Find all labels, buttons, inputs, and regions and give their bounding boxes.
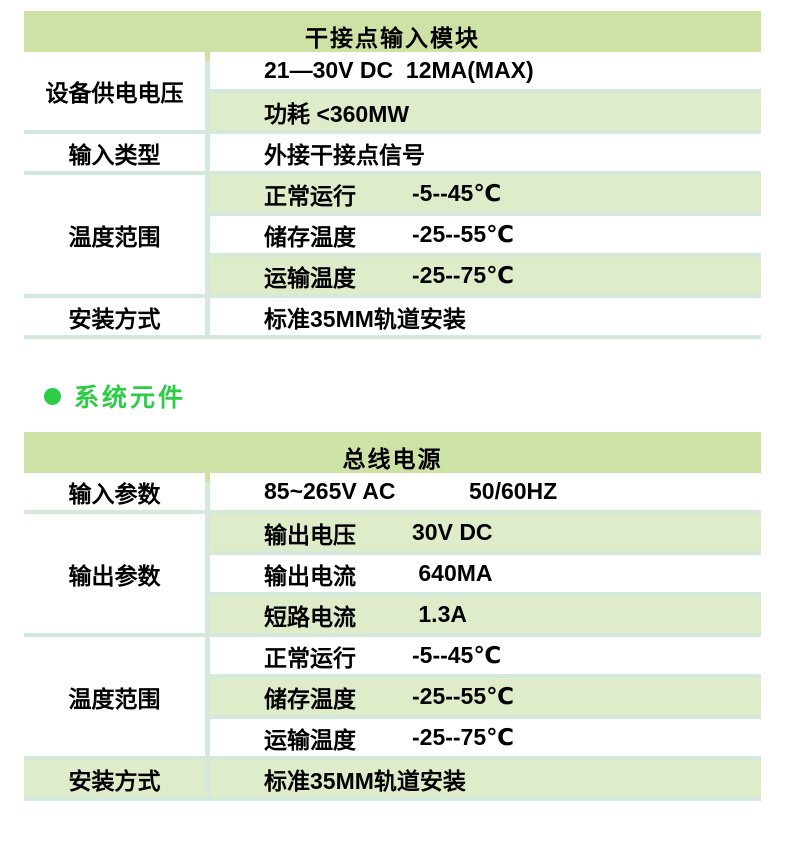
- row-supply-voltage-spec: 21—30V DC 12MA(MAX): [210, 52, 761, 89]
- bus-power-supply-table: 总线电源 输入参数 85~265V AC 50/60HZ 输出参数 输出电压 30V…: [24, 432, 761, 801]
- spec-label: 短路电流: [264, 603, 356, 630]
- row-normal-operation: 正常运行 -5--45℃: [210, 175, 761, 212]
- row-transport-temp: 运输温度 -25--75℃: [210, 719, 761, 756]
- green-dot-icon: [44, 387, 61, 405]
- spec-value: -5--45℃: [412, 180, 502, 206]
- spec-value: 30V DC: [412, 519, 493, 545]
- group-mounting: 安装方式: [24, 298, 205, 335]
- group-input-type: 输入类型: [24, 134, 205, 171]
- group-input-params: 输入参数: [24, 473, 205, 510]
- row-storage-temp: 储存温度 -25--55℃: [210, 678, 761, 715]
- spec-value: 640MA: [412, 560, 493, 586]
- spec-value: -25--55℃: [412, 683, 514, 709]
- spec-label: 85~265V AC: [264, 478, 396, 504]
- row-output-voltage: 输出电压 30V DC: [210, 514, 761, 551]
- group-output-params: 输出参数: [24, 514, 205, 633]
- spec-value: -25--75℃: [412, 262, 514, 288]
- row-mounting: 标准35MM轨道安装: [210, 298, 761, 335]
- spec-label: 输出电流: [264, 562, 356, 589]
- spec-label: 运输温度: [264, 264, 356, 291]
- row-output-current: 输出电流 640MA: [210, 555, 761, 592]
- spec-value: -25--55℃: [412, 221, 514, 247]
- row-power-consumption: 功耗 <360MW: [210, 93, 761, 130]
- spec-label: 正常运行: [264, 182, 356, 209]
- dry-contact-input-module-table: 干接点输入模块 设备供电电压 21—30V DC 12MA(MAX) 功耗 <3…: [24, 11, 761, 339]
- spec-label: 储存温度: [264, 685, 356, 712]
- spec-label: 运输温度: [264, 726, 356, 753]
- group-temp-range: 温度范围: [24, 637, 205, 756]
- spec-label: 正常运行: [264, 644, 356, 671]
- group-temp-range: 温度范围: [24, 175, 205, 294]
- row-short-circuit-current: 短路电流 1.3A: [210, 596, 761, 633]
- section-heading-label: 系统元件: [74, 384, 187, 412]
- row-input-signal: 外接干接点信号: [210, 134, 761, 171]
- spec-value: -5--45℃: [412, 642, 502, 668]
- group-mounting: 安装方式: [24, 760, 205, 797]
- spec-value: 1.3A: [412, 601, 467, 627]
- spec-value: -25--75℃: [412, 724, 514, 750]
- row-normal-operation: 正常运行 -5--45℃: [210, 637, 761, 674]
- section-heading-system-components: 系统元件: [44, 380, 790, 412]
- row-transport-temp: 运输温度 -25--75℃: [210, 257, 761, 294]
- row-mounting: 标准35MM轨道安装: [210, 760, 761, 797]
- row-storage-temp: 储存温度 -25--55℃: [210, 216, 761, 253]
- spec-label: 储存温度: [264, 223, 356, 250]
- spec-label: 输出电压: [264, 521, 356, 548]
- row-input-params: 85~265V AC 50/60HZ: [210, 473, 761, 510]
- group-supply-voltage: 设备供电电压: [24, 52, 205, 130]
- spec-value: 50/60HZ: [469, 478, 558, 504]
